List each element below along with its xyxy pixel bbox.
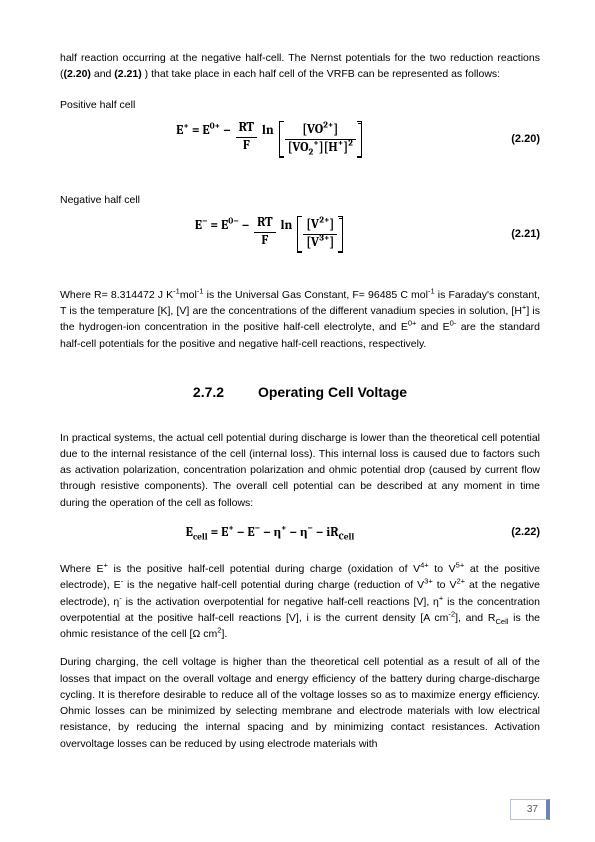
text: mol (180, 289, 197, 301)
text: to V (429, 563, 456, 575)
positive-half-cell-label: Positive half cell (60, 97, 540, 113)
text: Where E (60, 563, 104, 575)
equation-number: (2.22) (480, 524, 540, 541)
equation-number: (2.21) (480, 226, 540, 243)
equation-2-22: Ecell = E+ − E− − η+ − η− − iRCell (2.22… (60, 523, 540, 543)
intro-paragraph: half reaction occurring at the negative … (60, 50, 540, 83)
section-number: 2.7.2 (193, 382, 224, 404)
equation-body: Ecell = E+ − E− − η+ − η− − iRCell (60, 523, 480, 543)
text: is the positive half-cell potential duri… (108, 563, 420, 575)
text: and E (416, 321, 449, 333)
text: Where R= 8.314472 J K (60, 289, 173, 301)
operating-voltage-paragraph: In practical systems, the actual cell po… (60, 430, 540, 511)
charging-paragraph: During charging, the cell voltage is hig… (60, 654, 540, 752)
equation-2-21: E− = E0− − RTF ln [V2+] [V3+] (2.21) (60, 216, 540, 253)
constants-paragraph: Where R= 8.314472 J K-1mol-1 is the Univ… (60, 287, 540, 352)
section-heading: 2.7.2 Operating Cell Voltage (60, 382, 540, 404)
equation-2-20: E+ = E0+ − RTF ln [VO2+] [VO2+][H+]2 (2.… (60, 121, 540, 158)
text: is the Universal Gas Constant, F= 96485 … (204, 289, 428, 301)
negative-half-cell-label: Negative half cell (60, 192, 540, 208)
text: to V (433, 579, 457, 591)
section-title-text: Operating Cell Voltage (258, 384, 407, 400)
equation-explanation-paragraph: Where E+ is the positive half-cell poten… (60, 561, 540, 642)
text: ]. (221, 628, 227, 640)
text: is the activation overpotential for nega… (122, 596, 439, 608)
text: ], and R (455, 612, 495, 624)
equation-body: E− = E0− − RTF ln [V2+] [V3+] (60, 216, 480, 253)
text: is the negative half-cell potential duri… (123, 579, 424, 591)
page-number: 37 (510, 799, 550, 821)
text: half reaction occurring at the negative … (60, 52, 540, 80)
equation-body: E+ = E0+ − RTF ln [VO2+] [VO2+][H+]2 (60, 121, 480, 158)
equation-number: (2.20) (480, 131, 540, 148)
